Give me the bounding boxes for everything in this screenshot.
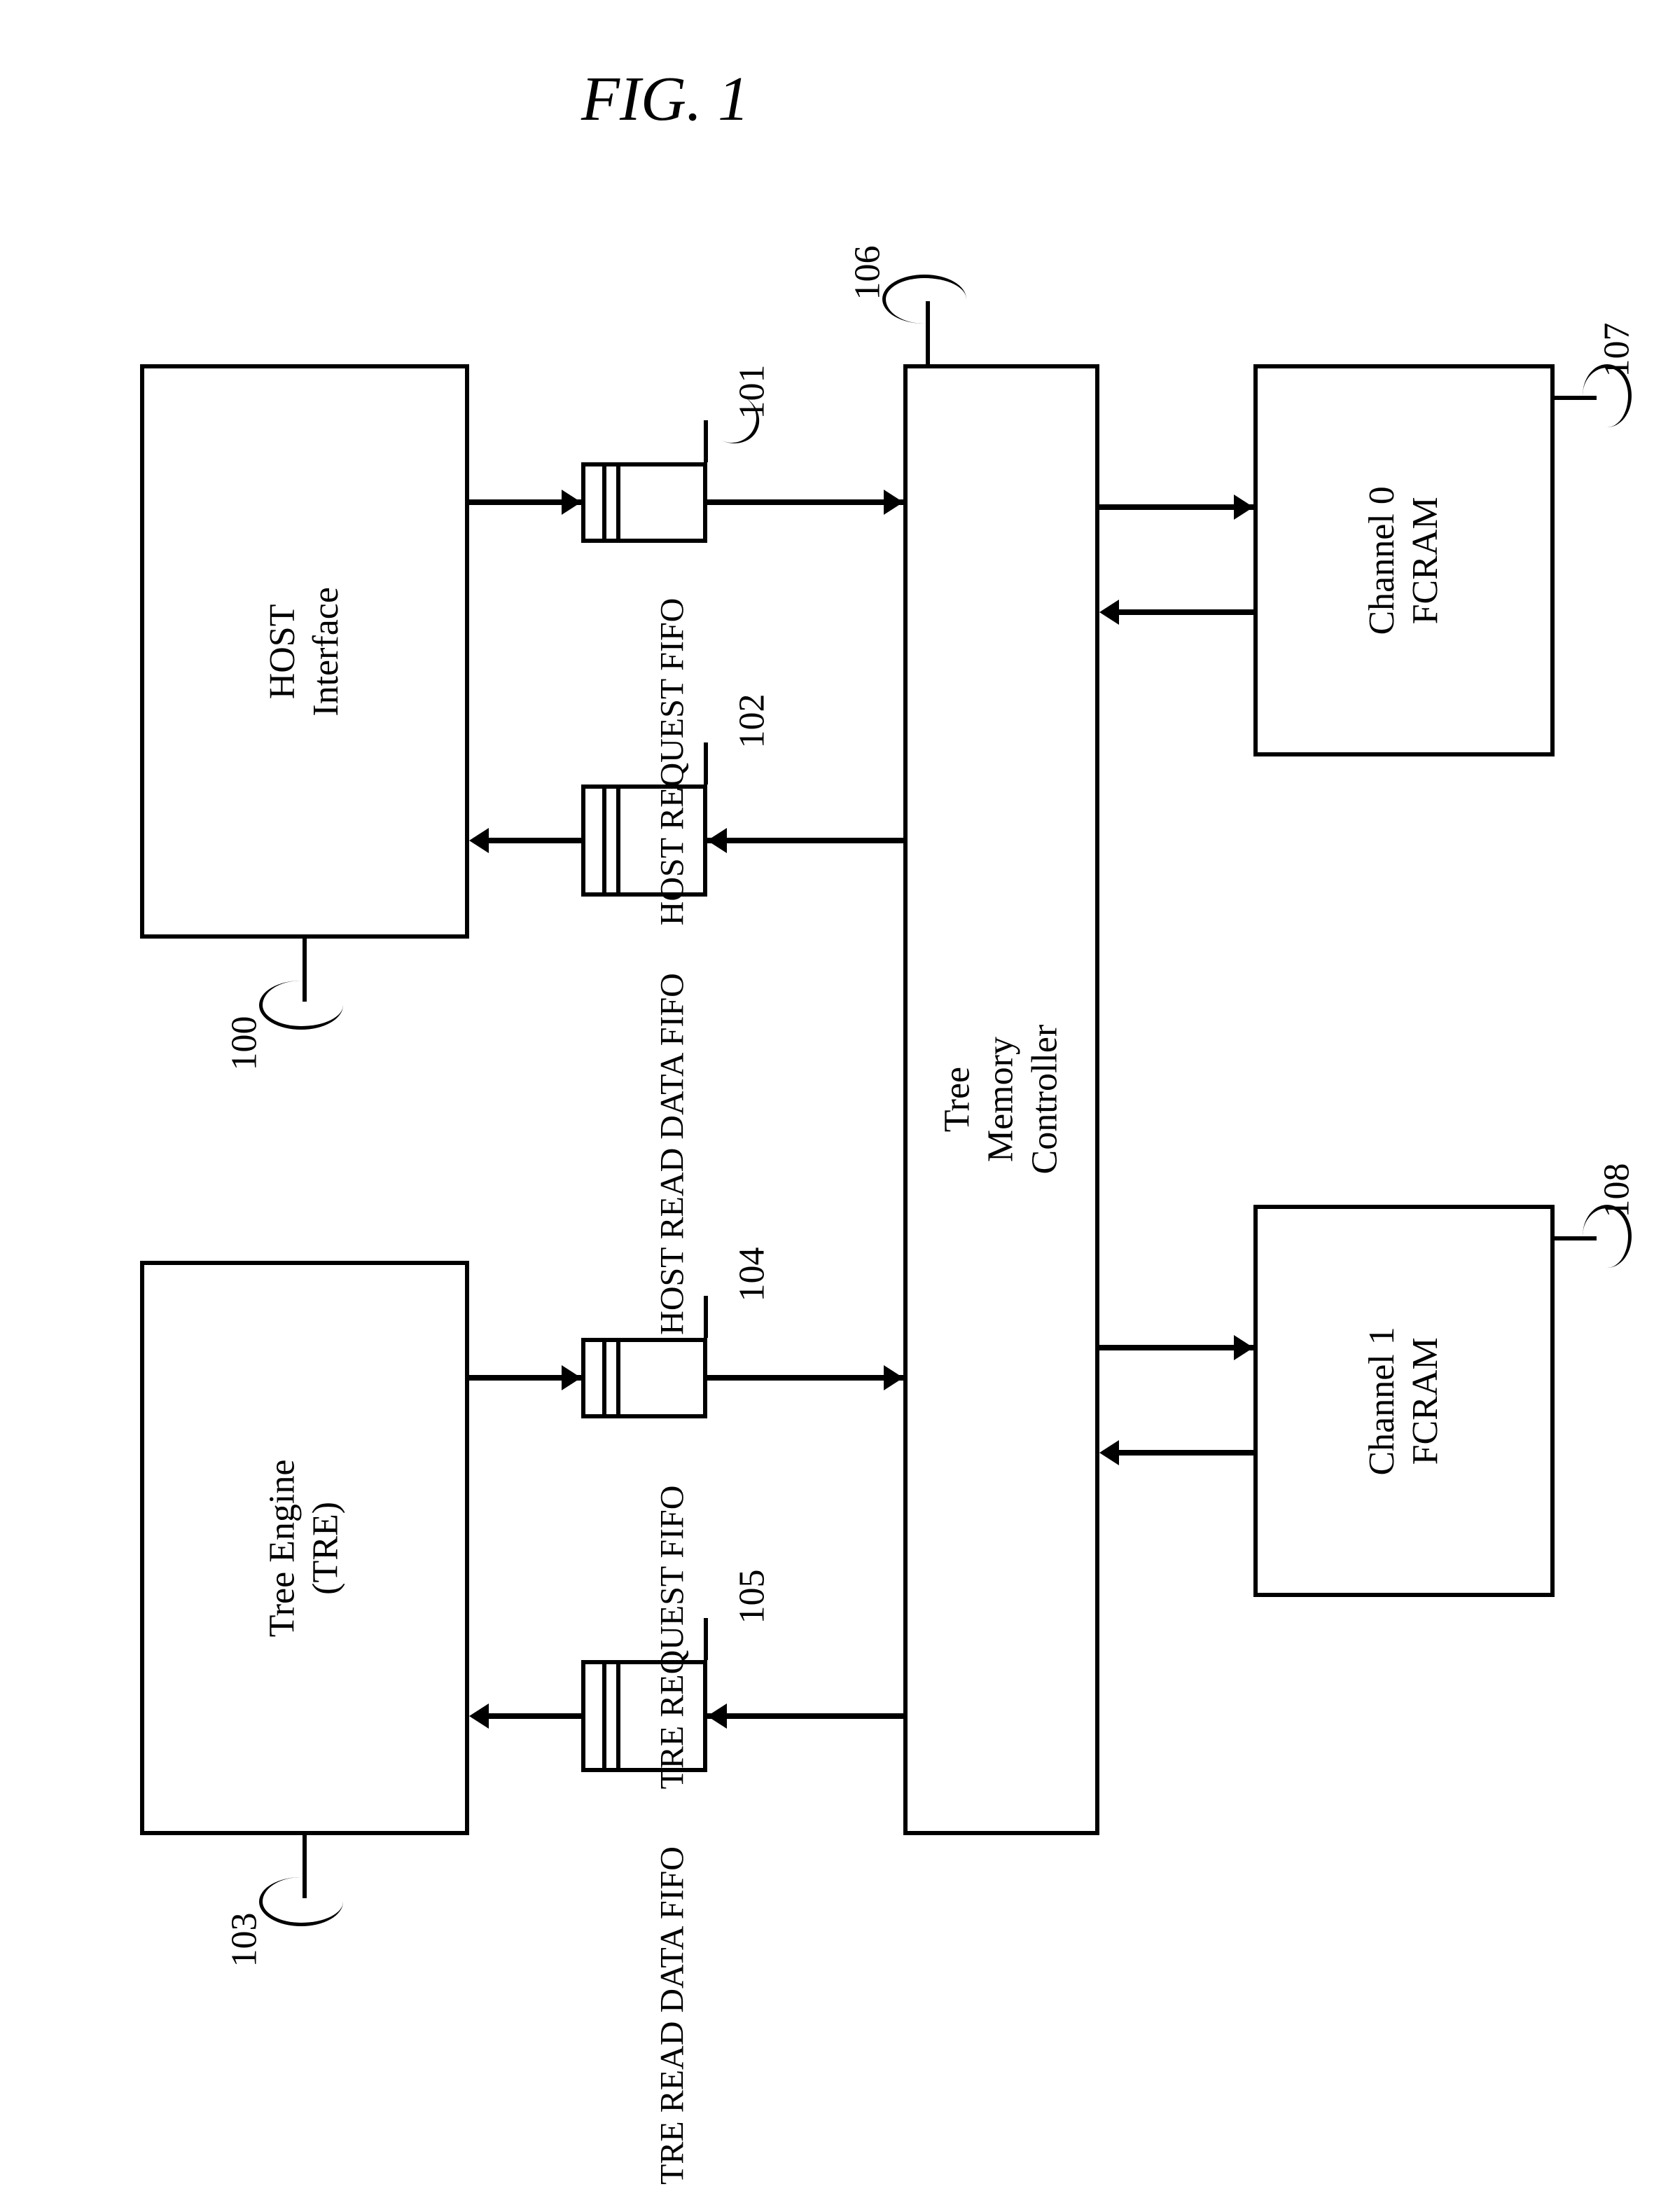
block-host-interface: HOST Interface <box>140 364 469 939</box>
ref-107: 107 <box>1597 323 1638 378</box>
label-host-request-fifo: HOST REQUEST FIFO <box>653 594 692 930</box>
ref-105: 105 <box>732 1570 773 1624</box>
label-tre-read-data-fifo: TRE READ DATA FIFO <box>653 1820 692 2212</box>
arrow-tmc-to-fifo105 <box>707 1713 903 1719</box>
ref-103: 103 <box>224 1913 265 1968</box>
label-tre-request-fifo: TRE REQUEST FIFO <box>653 1484 692 1792</box>
ref-102: 102 <box>732 694 773 749</box>
ref-106: 106 <box>847 246 889 300</box>
leader-curve-106 <box>882 275 966 324</box>
arrow-tmc-to-fcram0 <box>1099 504 1253 510</box>
figure-title: FIG. 1 <box>581 63 749 135</box>
block-fcram1: Channel 1 FCRAM <box>1253 1205 1555 1597</box>
leader-104 <box>704 1296 708 1338</box>
leader-curve-100 <box>259 981 343 1030</box>
arrowhead-tmc-to-fcram1 <box>1234 1335 1253 1360</box>
arrowhead-host-to-fifo101 <box>562 490 581 515</box>
arrow-tmc-to-fifo102 <box>707 838 903 843</box>
arrow-fcram0-to-tmc <box>1119 609 1253 615</box>
ref-101: 101 <box>732 365 773 420</box>
ref-104: 104 <box>732 1247 773 1302</box>
block-host-label: HOST Interface <box>261 587 349 717</box>
arrowhead-fifo101-to-tmc <box>884 490 903 515</box>
arrowhead-fcram1-to-tmc <box>1099 1440 1119 1465</box>
block-tmc-label: Tree Memory Controller <box>936 1025 1066 1175</box>
fifo-host-request <box>581 462 707 543</box>
arrowhead-tmc-to-fifo102 <box>707 828 727 853</box>
arrowhead-tmc-to-fifo105 <box>707 1703 727 1729</box>
arrowhead-tre-to-fifo104 <box>562 1365 581 1390</box>
block-fcram1-label: Channel 1 FCRAM <box>1361 1327 1448 1475</box>
arrow-fifo105-to-tre <box>489 1713 581 1719</box>
block-tree-memory-controller: Tree Memory Controller <box>903 364 1099 1835</box>
ref-108: 108 <box>1597 1163 1638 1218</box>
arrow-tmc-to-fcram1 <box>1099 1345 1253 1350</box>
leader-102 <box>704 742 708 784</box>
arrow-fcram1-to-tmc <box>1119 1450 1253 1456</box>
block-tre-label: Tree Engine (TRE) <box>261 1459 349 1637</box>
diagram-canvas: FIG. 1 HOST Interface Tree Engine (TRE) … <box>0 0 1675 2161</box>
leader-105 <box>704 1618 708 1660</box>
leader-curve-103 <box>259 1877 343 1926</box>
arrow-fifo102-to-host <box>489 838 581 843</box>
arrowhead-fcram0-to-tmc <box>1099 600 1119 625</box>
block-tree-engine: Tree Engine (TRE) <box>140 1261 469 1835</box>
arrow-fifo104-to-tmc <box>707 1375 903 1381</box>
arrowhead-tmc-to-fcram0 <box>1234 495 1253 520</box>
arrow-fifo101-to-tmc <box>707 499 903 505</box>
ref-100: 100 <box>224 1016 265 1071</box>
label-host-read-data-fifo: HOST READ DATA FIFO <box>653 944 692 1364</box>
arrowhead-fifo102-to-host <box>469 828 489 853</box>
block-fcram0-label: Channel 0 FCRAM <box>1361 486 1448 635</box>
arrowhead-fifo105-to-tre <box>469 1703 489 1729</box>
block-fcram0: Channel 0 FCRAM <box>1253 364 1555 756</box>
arrowhead-fifo104-to-tmc <box>884 1365 903 1390</box>
